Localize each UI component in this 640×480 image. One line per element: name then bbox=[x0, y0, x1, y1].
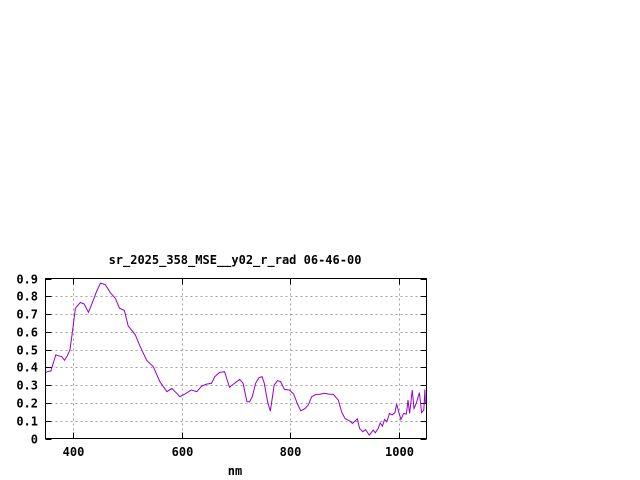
x-tick-label: 400 bbox=[63, 445, 85, 459]
series-line bbox=[45, 282, 426, 436]
y-tick-label: 0.6 bbox=[16, 326, 38, 340]
ticks: 0 0.1 0.2 0.3 0.4 0.5 0.6 0.7 0.8 0.9 400 600 800 100… bbox=[16, 273, 427, 459]
plot-border bbox=[45, 278, 427, 439]
y-tick-label: 0.7 bbox=[16, 308, 38, 322]
grid bbox=[45, 278, 427, 439]
chart-title: sr_2025_358_MSE__y02_r_rad 06-46-00 bbox=[109, 253, 362, 268]
x-tick-label: 800 bbox=[280, 445, 302, 459]
y-tick-label: 0.2 bbox=[16, 397, 38, 411]
x-tick-label: 1000 bbox=[385, 445, 414, 459]
y-tick-label: 0.3 bbox=[16, 379, 38, 393]
y-tick-label: 0.4 bbox=[16, 361, 38, 375]
x-axis-label: nm bbox=[228, 464, 242, 478]
y-tick-label: 0.1 bbox=[16, 415, 38, 429]
x-tick-label: 600 bbox=[172, 445, 194, 459]
y-tick-label: 0 bbox=[31, 433, 38, 447]
y-tick-label: 0.8 bbox=[16, 290, 38, 304]
y-tick-label: 0.5 bbox=[16, 344, 38, 358]
y-tick-label: 0.9 bbox=[16, 273, 38, 287]
